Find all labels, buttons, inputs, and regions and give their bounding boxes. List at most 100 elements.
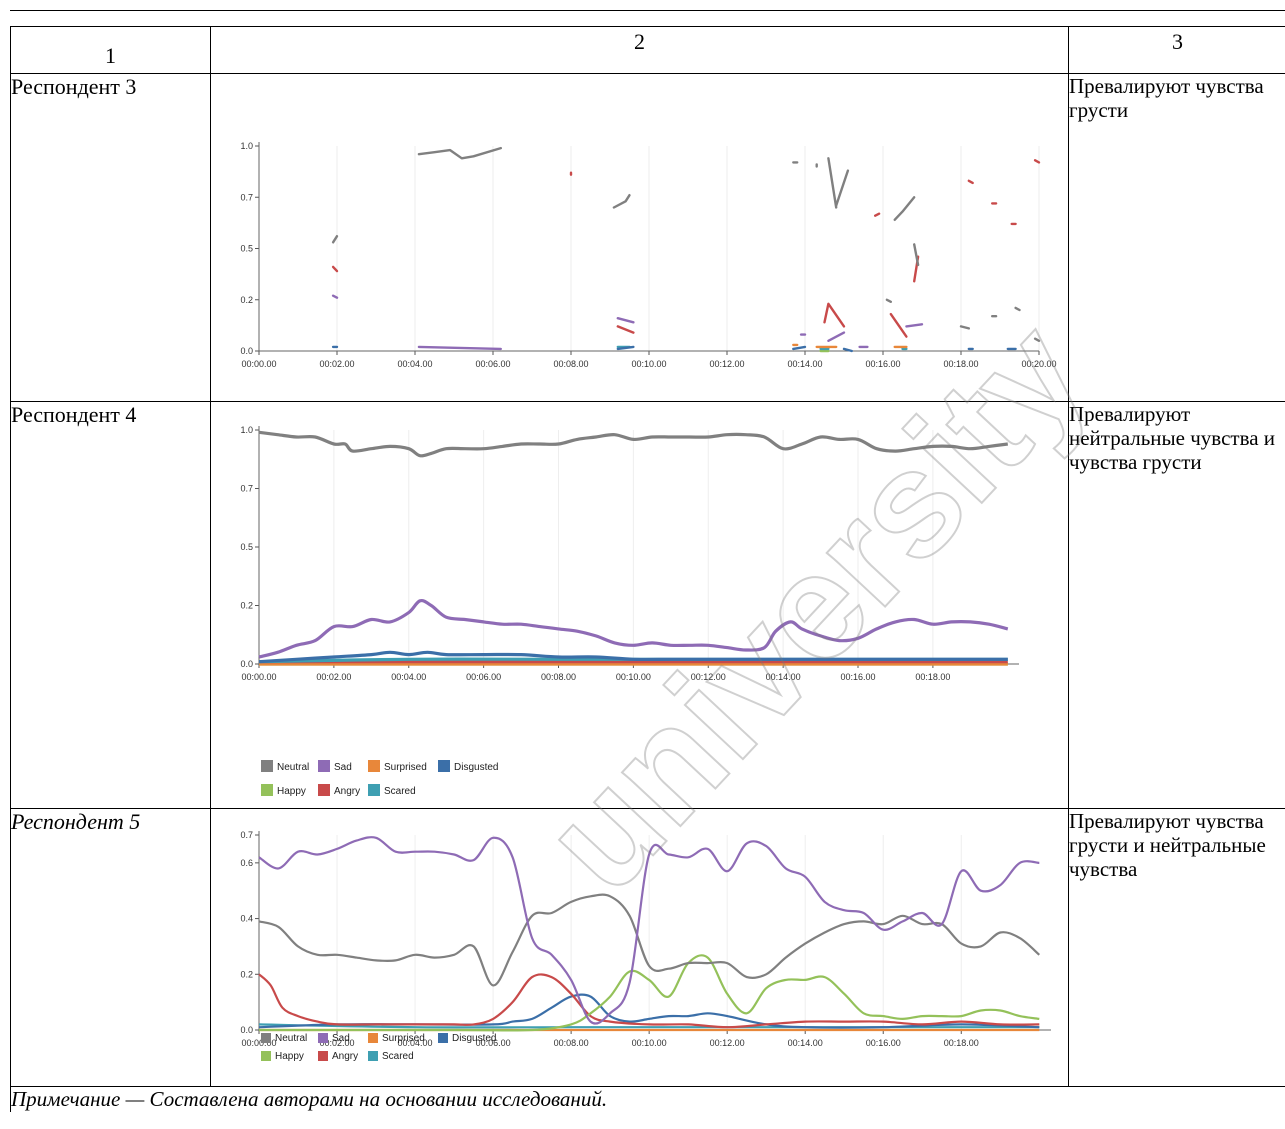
legend-swatch [261,1033,271,1043]
respondent-label: Респондент 4 [10,401,211,809]
y-tick-label: 0.4 [240,914,253,924]
conclusion-text: Превалируют нейтральные чувства и чувств… [1068,401,1285,809]
x-tick-label: 00:02.00 [316,672,351,682]
y-tick-label: 0.0 [240,1025,253,1035]
x-tick-label: 00:00.00 [241,359,276,369]
x-tick-label: 00:06.00 [466,672,501,682]
legend-label: Happy [275,1051,304,1062]
x-tick-label: 00:18.00 [915,672,950,682]
x-tick-label: 00:12.00 [709,359,744,369]
legend-label: Neutral [275,1033,307,1044]
emotion-chart-respondent-5: 00:00.00 00:02.00 00:04.00 00:06.00 00:08.00… [240,830,1051,1062]
series-sad-line [258,598,1009,659]
legend-item-angry: Angry [318,784,360,797]
legend-label: Scared [382,1051,414,1062]
emotion-chart-respondent-4: 00:00.00 00:02.00 00:04.00 00:06.00 00:08.00… [240,425,1019,797]
legend-item-scared: Scared [368,784,416,797]
legend-label: Sad [332,1033,350,1044]
table-note: Примечание — Составлена авторами на осно… [10,1086,1285,1112]
series-angry-line [258,973,1040,1029]
legend-label: Disgusted [452,1033,496,1044]
respondent-label: Респондент 5 [10,808,211,1087]
legend-item-disgusted: Disgusted [438,760,498,773]
series-neutral-segment [1014,306,1021,312]
series-sad-segment [827,331,846,342]
y-tick-label: 1.0 [240,141,253,151]
x-tick-label: 00:18.00 [944,1038,979,1048]
x-tick-label: 00:04.00 [398,1038,433,1048]
y-tick-label: 0.2 [240,295,253,305]
series-neutral-line [258,430,1008,458]
legend-label: Scared [384,786,416,797]
y-tick-label: 0.0 [240,659,253,669]
legend-label: Surprised [384,762,427,773]
series-angry-segment [889,312,908,338]
series-neutral-segment [827,157,838,209]
table-row: Респондент 3 00:00.00 00:02.00 00:04.00 00:… [10,73,1285,402]
legend-swatch [261,784,273,796]
series-sad-line [258,836,1040,1025]
x-tick-label: 00:14.00 [788,1038,823,1048]
series-angry-segment [1033,159,1041,164]
series-neutral-segment [835,169,850,207]
respondent-label: Респондент 3 [10,73,211,402]
series-neutral-segment [885,298,892,303]
legend-swatch [261,1051,271,1061]
legend-swatch [368,760,380,772]
chart-cell: 00:00.00 00:02.00 00:04.00 00:06.00 00:08.00… [210,73,1069,402]
x-tick-label: 00:10.00 [631,359,666,369]
legend-item-surprised: Surprised [368,760,427,773]
legend-swatch [318,1033,328,1043]
series-angry-segment [967,179,974,185]
x-tick-label: 00:16.00 [866,1038,901,1048]
legend-label: Disgusted [454,762,498,773]
legend-item-neutral: Neutral [261,760,309,773]
y-tick-label: 0.7 [240,830,253,840]
legend-swatch [368,784,380,796]
series-disgusted-segment [792,345,807,351]
legend-item-neutral: Neutral [261,1033,307,1044]
x-tick-label: 00:14.00 [766,672,801,682]
legend-item-scared: Scared [368,1051,414,1062]
x-tick-label: 00:10.00 [616,672,651,682]
legend-label: Angry [334,786,360,797]
x-tick-label: 00:16.00 [865,359,900,369]
note-row: Примечание — Составлена авторами на осно… [10,1086,1285,1112]
series-neutral-segment [331,235,339,244]
series-angry-segment [823,302,846,328]
x-tick-label: 00:00.00 [241,1038,276,1048]
x-tick-label: 00:20.00 [1021,359,1056,369]
legend-swatch [261,760,273,772]
series-neutral-segment [1033,337,1041,342]
header-col-1: 1 [10,26,211,74]
x-tick-label: 00:14.00 [787,359,822,369]
series-happy-line [259,954,1040,1032]
legend-swatch [318,1051,328,1061]
series-neutral-segment [893,196,916,221]
legend-label: Happy [277,786,306,797]
series-sad-segment [417,345,502,351]
series-sad-segment [331,294,339,299]
x-tick-label: 00:00.00 [241,672,276,682]
y-tick-label: 0.2 [240,601,253,611]
legend-swatch [438,760,450,772]
x-tick-label: 00:04.00 [391,672,426,682]
x-tick-label: 00:04.00 [397,359,432,369]
y-tick-label: 0.2 [240,969,253,979]
series-neutral-segment [913,243,920,267]
conclusion-text: Превалируют чувства грусти и нейтральные… [1068,808,1285,1087]
y-tick-label: 0.5 [240,542,253,552]
results-table: 1 2 3 Респондент 3 00:00.00 00:02.00 00:04… [10,26,1285,1112]
legend-item-surprised: Surprised [368,1033,425,1044]
legend-item-sad: Sad [318,760,352,773]
legend-label: Sad [334,762,352,773]
chart-cell: 00:00.00 00:02.00 00:04.00 00:06.00 00:08.00… [210,401,1069,809]
y-tick-label: 0.0 [240,346,253,356]
x-tick-label: 00:02.00 [319,359,354,369]
series-disgusted-line [258,650,1008,664]
x-tick-label: 00:10.00 [632,1038,667,1048]
chart-cell: 00:00.00 00:02.00 00:04.00 00:06.00 00:08.00… [210,808,1069,1087]
legend-label: Surprised [382,1033,425,1044]
x-tick-label: 00:18.00 [943,359,978,369]
legend-label: Angry [332,1051,358,1062]
